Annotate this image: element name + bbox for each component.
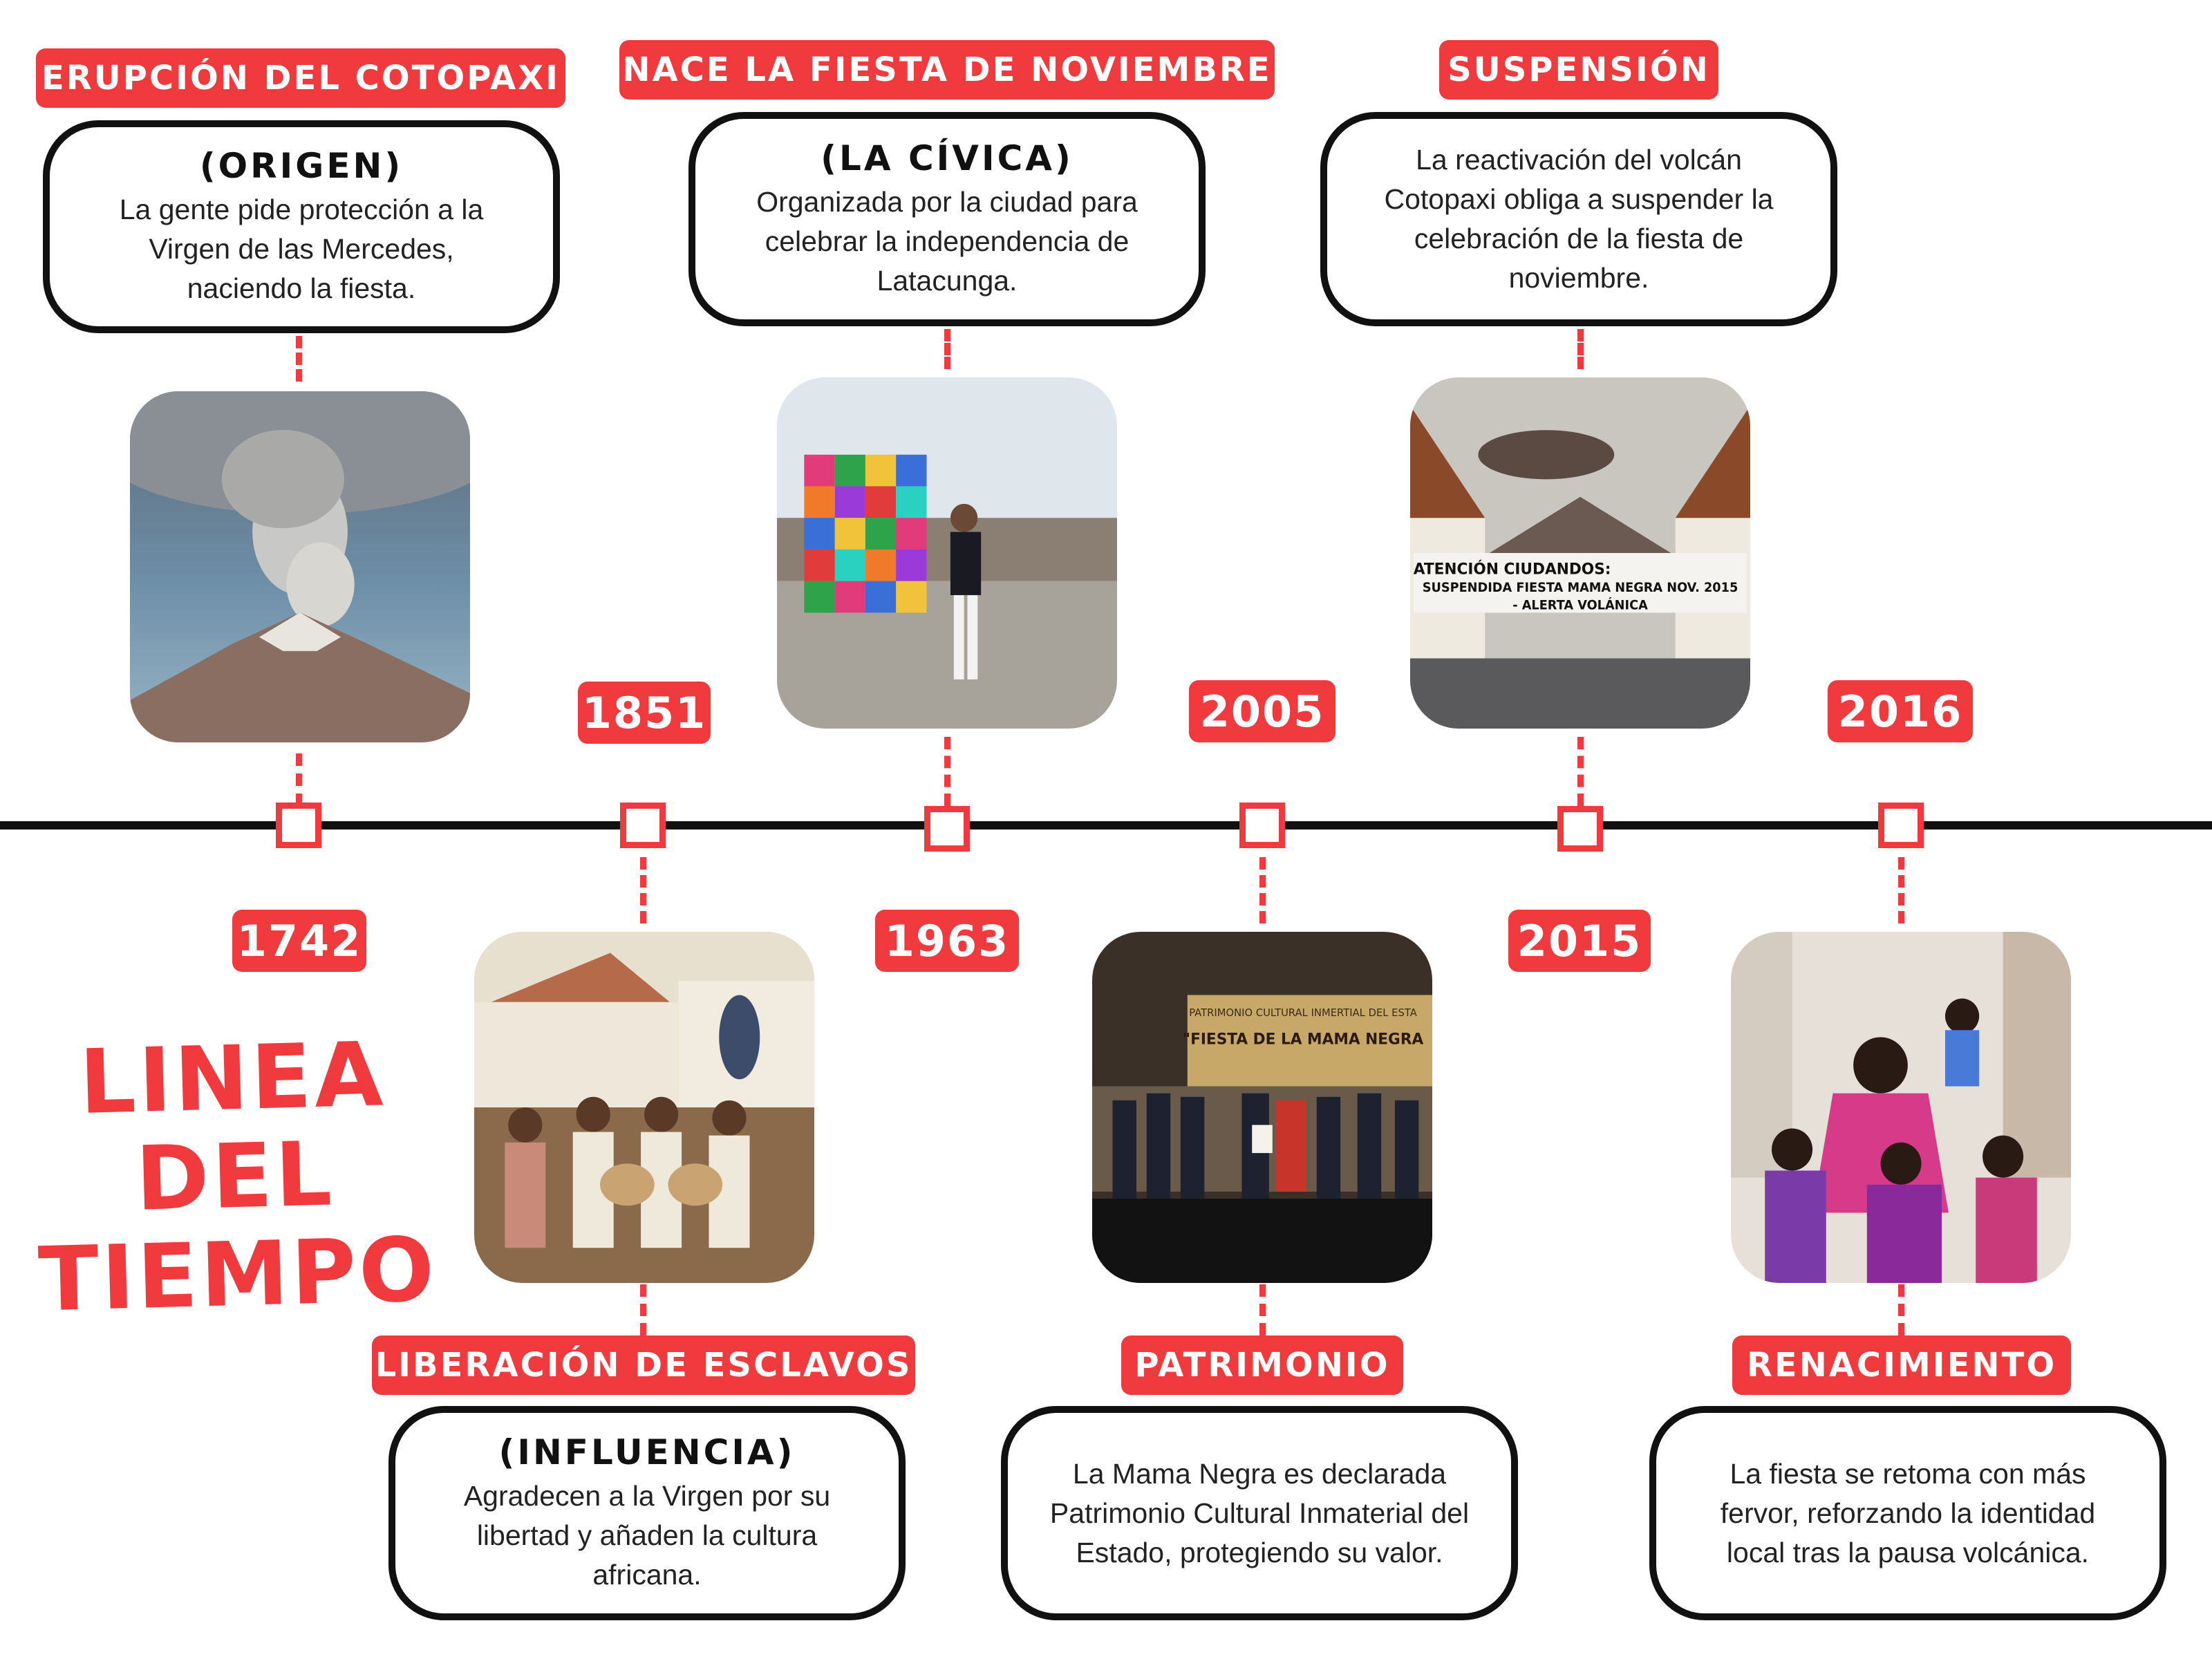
connector-2015-top	[1577, 329, 1584, 369]
connector-2016-bottom	[1898, 1284, 1904, 1335]
connector-2015-axis	[1577, 737, 1584, 806]
event-1851-photo-procession	[474, 932, 814, 1283]
event-1742-photo-volcano-eruption	[130, 391, 470, 742]
event-1742-text: La gente pide protección a la Virgen de …	[119, 193, 484, 304]
event-1963-text: Organizada por la ciudad para celebrar l…	[756, 185, 1138, 297]
connector-1963-top	[944, 329, 950, 369]
event-1742-subtitle: (ORIGEN)	[199, 145, 404, 186]
event-1851-year: 1851	[578, 682, 711, 744]
event-2015-title: SUSPENSIÓN	[1439, 40, 1718, 100]
event-1851-subtitle: (INFLUENCIA)	[498, 1432, 796, 1472]
event-2015-card: La reactivación del volcán Cotopaxi obli…	[1320, 112, 1837, 326]
page-title: LINEA DEL TIEMPO	[37, 1023, 438, 1332]
event-2015-year: 2015	[1508, 910, 1651, 972]
event-2016-title: RENACIMIENTO	[1732, 1335, 2071, 1395]
timeline-marker-2016	[1878, 803, 1924, 848]
event-2005-photo-heritage-ceremony: PATRIMONIO CULTURAL INMERTIAL DEL ESTA "…	[1092, 932, 1432, 1283]
event-2015-photo-suspension-banner: ATENCIÓN CIUDANDOS: SUSPENDIDA FIESTA MA…	[1410, 377, 1750, 729]
connector-1742-axis	[296, 753, 302, 806]
connector-1851-axis	[640, 857, 646, 924]
banner-line1: ATENCIÓN CIUDANDOS:	[1414, 560, 1611, 578]
event-1963-card: (LA CÍVICA) Organizada por la ciudad par…	[688, 112, 1206, 326]
event-2005-title: PATRIMONIO	[1121, 1335, 1403, 1395]
timeline-marker-2015	[1557, 806, 1603, 852]
timeline-axis	[0, 821, 2212, 830]
timeline-marker-1963	[924, 806, 970, 852]
event-1963-subtitle: (LA CÍVICA)	[821, 138, 1074, 178]
event-1963-photo-flag-bearer	[777, 377, 1117, 729]
event-2016-card: La fiesta se retoma con más fervor, refo…	[1649, 1406, 2166, 1620]
banner-line2: SUSPENDIDA FIESTA MAMA NEGRA NOV. 2015	[1423, 581, 1738, 595]
event-1742-card: (ORIGEN) La gente pide protección a la V…	[43, 120, 560, 333]
event-2016-year: 2016	[1828, 680, 1973, 742]
timeline-marker-1742	[276, 803, 321, 848]
connector-2016-axis	[1898, 857, 1904, 924]
event-1851-text: Agradecen a la Virgen por su libertad y …	[463, 1479, 831, 1591]
connector-1963-axis	[944, 737, 950, 806]
event-1742-title: ERUPCIÓN DEL COTOPAXI	[36, 48, 565, 108]
connector-1851-bottom	[640, 1284, 646, 1335]
event-2005-year: 2005	[1189, 680, 1335, 742]
timeline-marker-2005	[1239, 803, 1285, 848]
event-2005-card: La Mama Negra es declarada Patrimonio Cu…	[1001, 1406, 1518, 1620]
event-2005-text: La Mama Negra es declarada Patrimonio Cu…	[1049, 1457, 1470, 1568]
event-1963-year: 1963	[875, 910, 1019, 972]
event-1851-title: LIBERACIÓN DE ESCLAVOS	[372, 1335, 915, 1395]
connector-1742-top	[296, 336, 302, 382]
event-2016-text: La fiesta se retoma con más fervor, refo…	[1720, 1457, 2096, 1568]
banner-line3: - ALERTA VOLÁNICA	[1512, 597, 1648, 612]
event-2016-photo-mama-negra-parade	[1731, 932, 2071, 1283]
event-1851-card: (INFLUENCIA) Agradecen a la Virgen por s…	[388, 1406, 906, 1620]
connector-2005-axis	[1259, 857, 1266, 924]
event-1963-title: NACE LA FIESTA DE NOVIEMBRE	[619, 40, 1275, 100]
event-2015-text: La reactivación del volcán Cotopaxi obli…	[1384, 144, 1774, 294]
stage-banner-line2: "FIESTA DE LA MAMA NEGRA	[1183, 1031, 1423, 1048]
stage-banner-line1: PATRIMONIO CULTURAL INMERTIAL DEL ESTA	[1189, 1006, 1417, 1019]
connector-2005-bottom	[1259, 1284, 1266, 1335]
event-1742-year: 1742	[232, 910, 366, 972]
timeline-marker-1851	[620, 803, 666, 848]
